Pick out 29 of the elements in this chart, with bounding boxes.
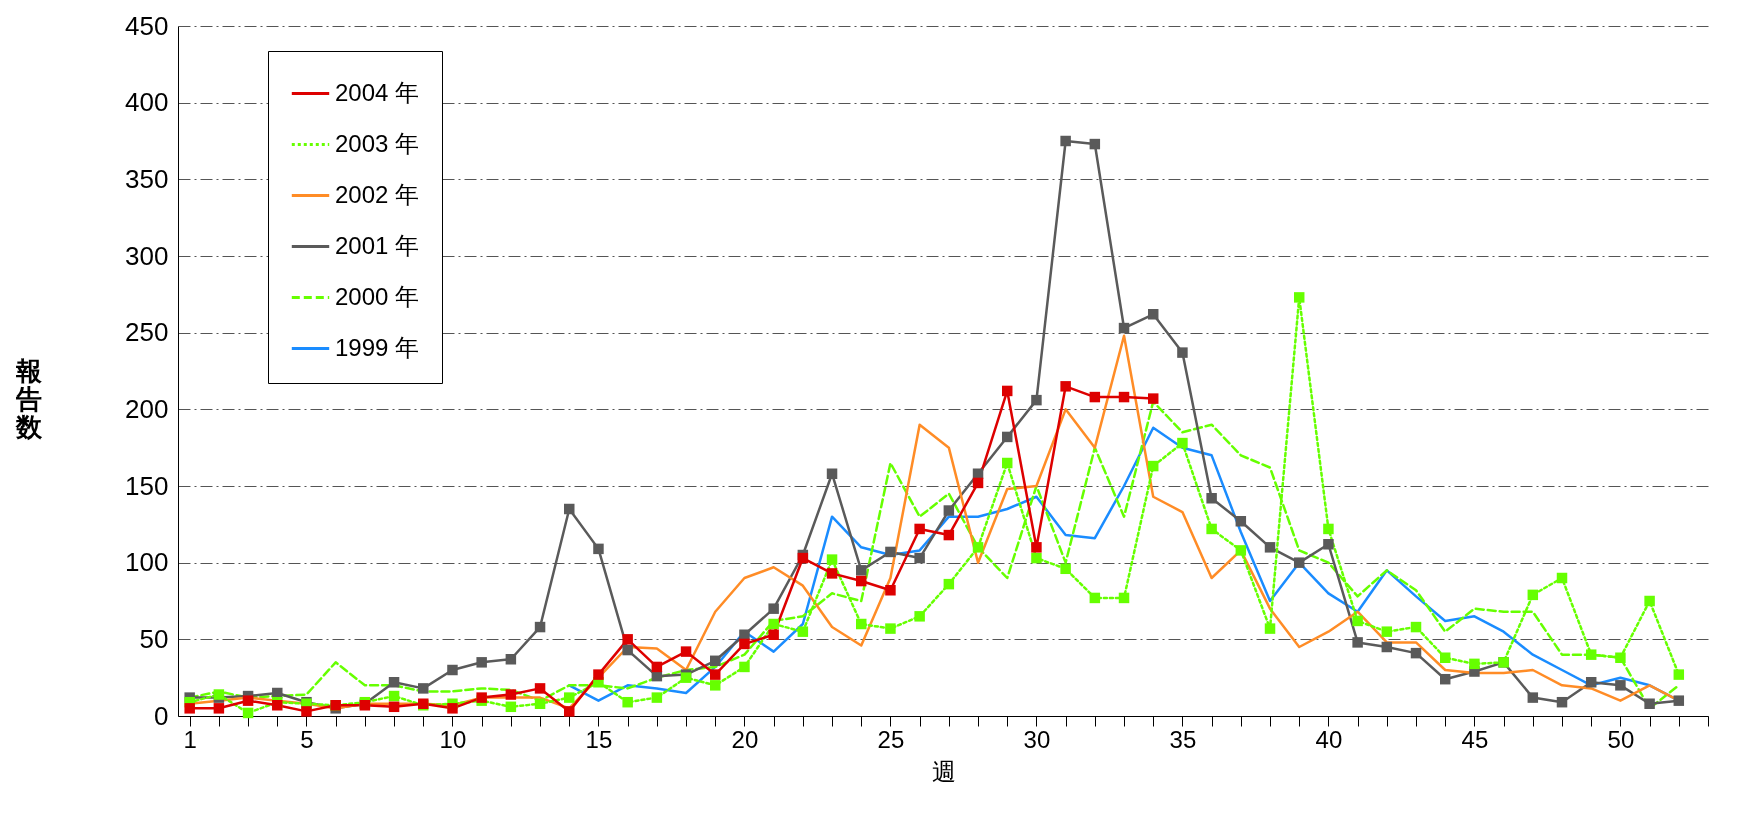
y-tick-label: 100 — [125, 547, 169, 578]
x-tick-label: 20 — [731, 725, 759, 753]
legend-label: 2003 年 — [335, 129, 420, 157]
y-tick-label: 150 — [125, 470, 169, 501]
y-tick-label: 350 — [125, 163, 169, 194]
x-tick-label: 45 — [1461, 725, 1489, 753]
y-axis-title: 報告数 — [15, 355, 44, 442]
x-axis-title: 週 — [931, 757, 956, 785]
x-tick-label: 50 — [1607, 725, 1635, 753]
x-tick-label: 25 — [877, 725, 905, 753]
x-tick-label: 10 — [439, 725, 467, 753]
legend-label: 2001 年 — [335, 231, 420, 259]
x-tick-label: 30 — [1023, 725, 1051, 753]
legend-label: 2004 年 — [335, 78, 420, 106]
legend-label: 1999 年 — [335, 333, 420, 361]
x-tick-label: 40 — [1315, 725, 1343, 753]
y-tick-label: 300 — [125, 240, 169, 271]
x-tick-label: 5 — [300, 725, 314, 753]
y-tick-label: 200 — [125, 393, 169, 424]
x-tick-label: 15 — [585, 725, 613, 753]
y-tick-label: 250 — [125, 317, 169, 348]
legend-label: 2000 年 — [335, 282, 420, 310]
x-tick-label: 1 — [183, 725, 197, 753]
y-tick-label: 0 — [154, 700, 169, 731]
x-tick-label: 35 — [1169, 725, 1197, 753]
y-tick-label: 50 — [139, 623, 169, 654]
legend-label: 2002 年 — [335, 180, 420, 208]
y-tick-label: 400 — [125, 87, 169, 118]
y-tick-label: 450 — [125, 10, 169, 41]
